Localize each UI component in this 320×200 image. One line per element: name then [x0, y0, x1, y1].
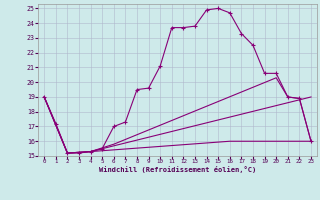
X-axis label: Windchill (Refroidissement éolien,°C): Windchill (Refroidissement éolien,°C) — [99, 166, 256, 173]
